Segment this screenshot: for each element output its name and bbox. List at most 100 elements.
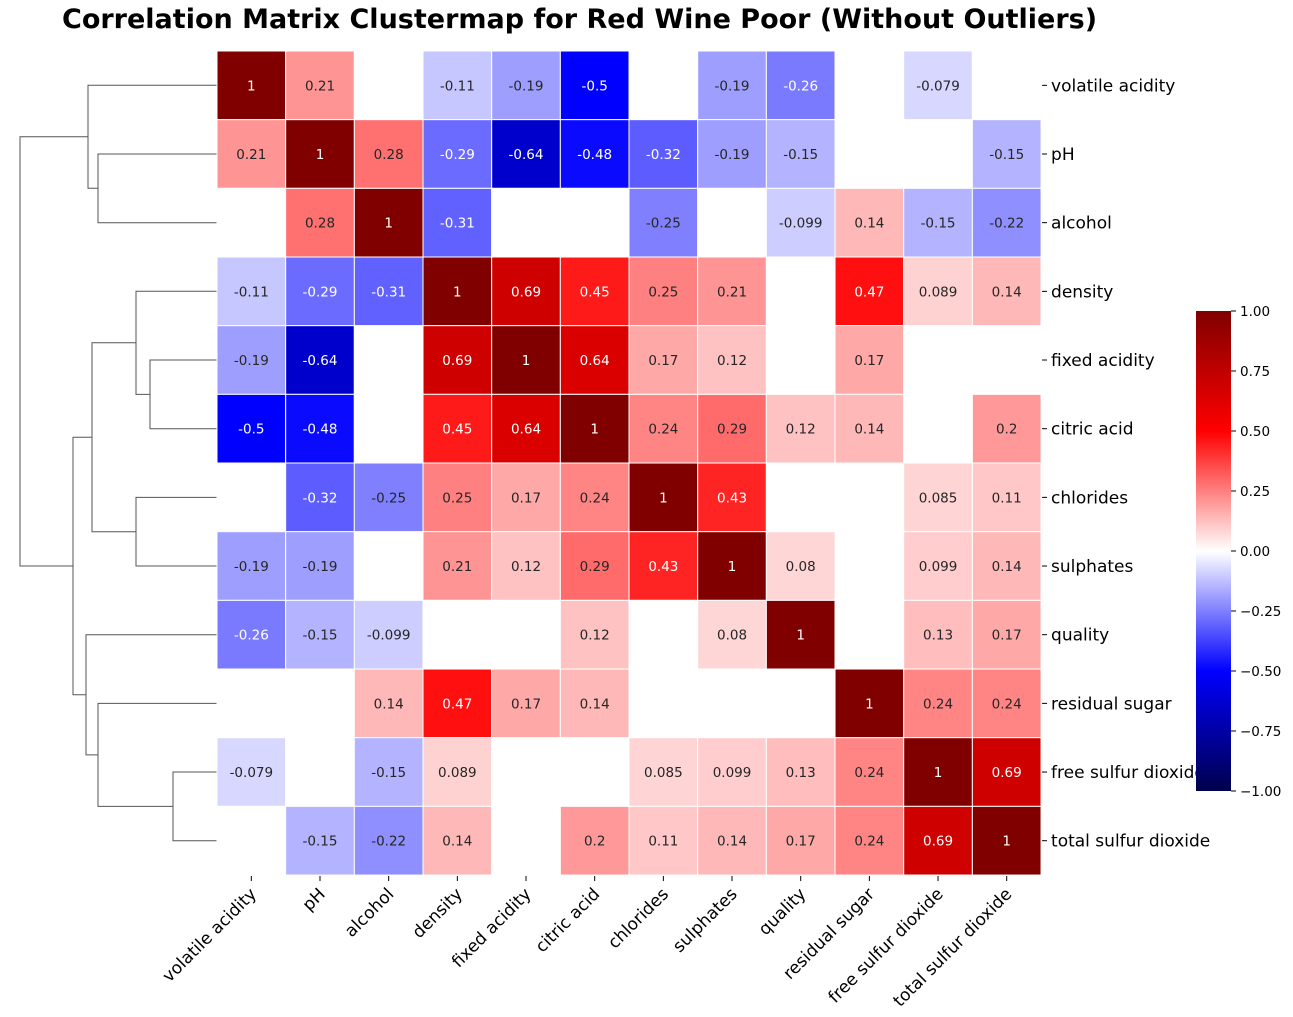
cell-value-label: -0.19 [715,78,750,94]
dendrogram-link [19,136,88,567]
cell-value-label: -0.15 [921,216,956,232]
dendrogram-link [97,153,217,224]
heatmap-cell [971,599,1042,670]
heatmap-cell [765,256,836,327]
heatmap-cell [834,531,905,601]
row-label: sulphates [1051,557,1133,577]
heatmap-cell [491,256,561,327]
row-label: total sulfur dioxide [1051,832,1210,852]
cell-value-label: 0.69 [511,284,541,300]
row-label: residual sugar [1051,694,1172,714]
cell-value-label: -0.19 [234,353,269,369]
cell-value-label: 0.64 [511,422,541,438]
cell-value-label: 0.14 [717,834,747,850]
column-label: citric acid [532,884,604,956]
column-label: chlorides [604,884,673,953]
cell-value-label: -0.19 [715,147,750,163]
cell-value-label: -0.29 [440,147,475,163]
cell-value-label: 1 [659,490,668,506]
colorbar: 1.00 0.75 0.50 0.25 0.00 −0.25 −0.50 −0.75 −1.00 [1196,304,1281,800]
heatmap-cell [285,737,355,807]
heatmap-cell [834,187,905,258]
cell-value-label: -0.19 [303,559,338,575]
cell-value-label: -0.31 [440,216,475,232]
heatmap-cell [285,50,355,121]
heatmap-cell [285,668,355,739]
heatmap-cell [834,256,905,327]
row-label: volatile acidity [1051,76,1175,96]
cell-value-label: 0.14 [992,559,1022,575]
heatmap-cell [834,668,905,739]
heatmap-cell [353,737,424,807]
heatmap-cell [353,393,424,464]
column-label: pH [299,884,330,915]
heatmap-cell [628,805,699,876]
cell-value-label: 0.12 [511,559,541,575]
heatmap-cell [697,119,767,189]
heatmap-cell [559,325,630,395]
heatmap-cell [285,462,355,533]
cell-value-label: -0.31 [371,284,406,300]
heatmap-cell [491,462,561,533]
cell-value-label: 0.11 [648,834,678,850]
cell-value-label: 0.12 [580,628,610,644]
cell-value-label: -0.15 [303,834,338,850]
heatmap-cell [697,805,767,876]
heatmap-cell [971,393,1042,464]
cell-value-label: 0.69 [992,765,1022,781]
row-label: fixed acidity [1051,351,1155,371]
heatmap-cell [422,531,493,601]
heatmap-cell [216,325,287,395]
heatmap-cell [765,599,836,670]
cell-value-label: 0.17 [648,353,678,369]
heatmap-cell [422,393,493,464]
cell-value-label: 0.21 [717,284,747,300]
colorbar-tick-label: 0.50 [1240,424,1270,440]
colorbar-tick-label: 0.00 [1240,544,1270,560]
dendrogram-link [87,84,217,189]
cell-value-label: -0.099 [779,216,823,232]
heatmap-cell [559,462,630,533]
cell-value-label: -0.19 [234,559,269,575]
row-label: pH [1051,145,1075,165]
heatmap-cell [765,531,836,601]
heatmap-cell [834,119,905,189]
cell-value-label: 0.45 [442,422,472,438]
cell-value-label: 0.69 [923,834,953,850]
dendrogram-link [135,290,217,395]
heatmap-cell [491,737,561,807]
heatmap-cell [697,599,767,670]
heatmap-cell [697,462,767,533]
cell-value-label: 0.08 [717,628,747,644]
heatmap-cell [491,531,561,601]
heatmap-cell [422,50,493,121]
heatmap-cell [765,119,836,189]
heatmap-cell [353,531,424,601]
heatmap-cell [422,256,493,327]
cell-value-label: 0.64 [580,353,610,369]
cell-value-label: 0.17 [992,628,1022,644]
heatmap-cell [971,119,1042,189]
heatmap-cell [765,50,836,121]
row-label: free sulfur dioxide [1051,763,1205,783]
heatmap-cell [971,462,1042,533]
cell-value-label: 0.14 [580,696,610,712]
cell-value-label: 1 [934,765,943,781]
cell-value-label: 1 [1002,834,1011,850]
heatmap-cell [628,737,699,807]
cell-value-label: 0.085 [919,490,958,506]
colorbar-tick-label: −0.75 [1240,724,1281,740]
cell-value-label: 1 [247,78,256,94]
cell-value-label: -0.26 [783,78,818,94]
heatmap-cell [834,50,905,121]
cell-value-label: -0.64 [509,147,544,163]
row-dendrogram [19,84,217,842]
column-label: sulphates [669,884,741,956]
heatmap-cell [834,393,905,464]
heatmap-cell [628,599,699,670]
cell-value-label: 0.17 [786,834,816,850]
cell-value-label: -0.15 [371,765,406,781]
heatmap-cell [903,462,973,533]
heatmap-cell [559,187,630,258]
